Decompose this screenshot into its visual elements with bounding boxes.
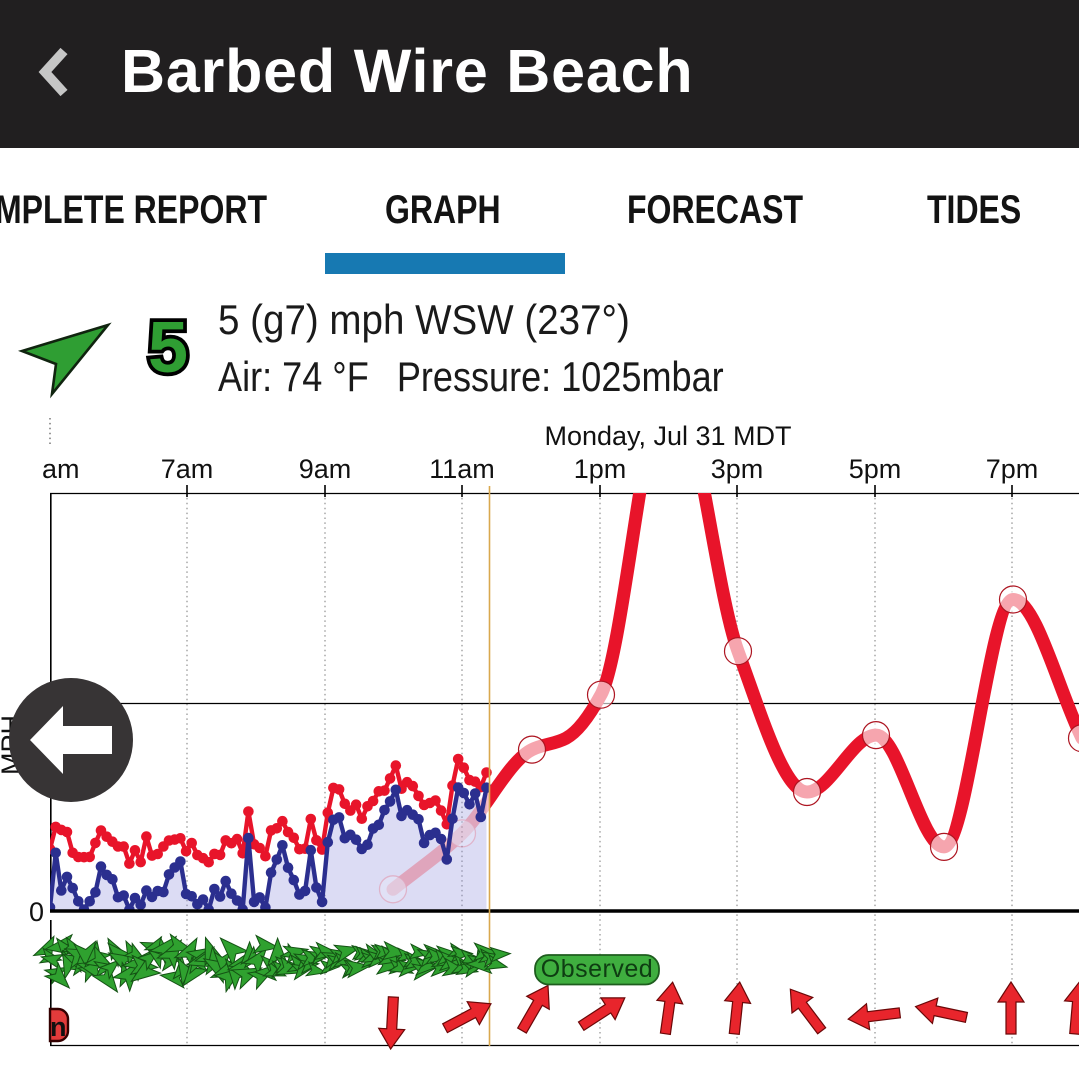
svg-text:3pm: 3pm bbox=[711, 454, 764, 484]
svg-text:n: n bbox=[50, 1012, 67, 1042]
svg-text:0: 0 bbox=[29, 897, 44, 927]
svg-text:Observed: Observed bbox=[541, 955, 653, 983]
svg-text:7pm: 7pm bbox=[986, 454, 1039, 484]
svg-text:am: am bbox=[42, 454, 80, 484]
svg-text:5: 5 bbox=[148, 308, 188, 388]
svg-text:7am: 7am bbox=[161, 454, 214, 484]
svg-text:5pm: 5pm bbox=[849, 454, 902, 484]
svg-text:Monday, Jul 31 MDT: Monday, Jul 31 MDT bbox=[544, 421, 791, 451]
svg-text:11am: 11am bbox=[429, 454, 495, 484]
svg-text:1pm: 1pm bbox=[574, 454, 627, 484]
svg-text:9am: 9am bbox=[299, 454, 352, 484]
